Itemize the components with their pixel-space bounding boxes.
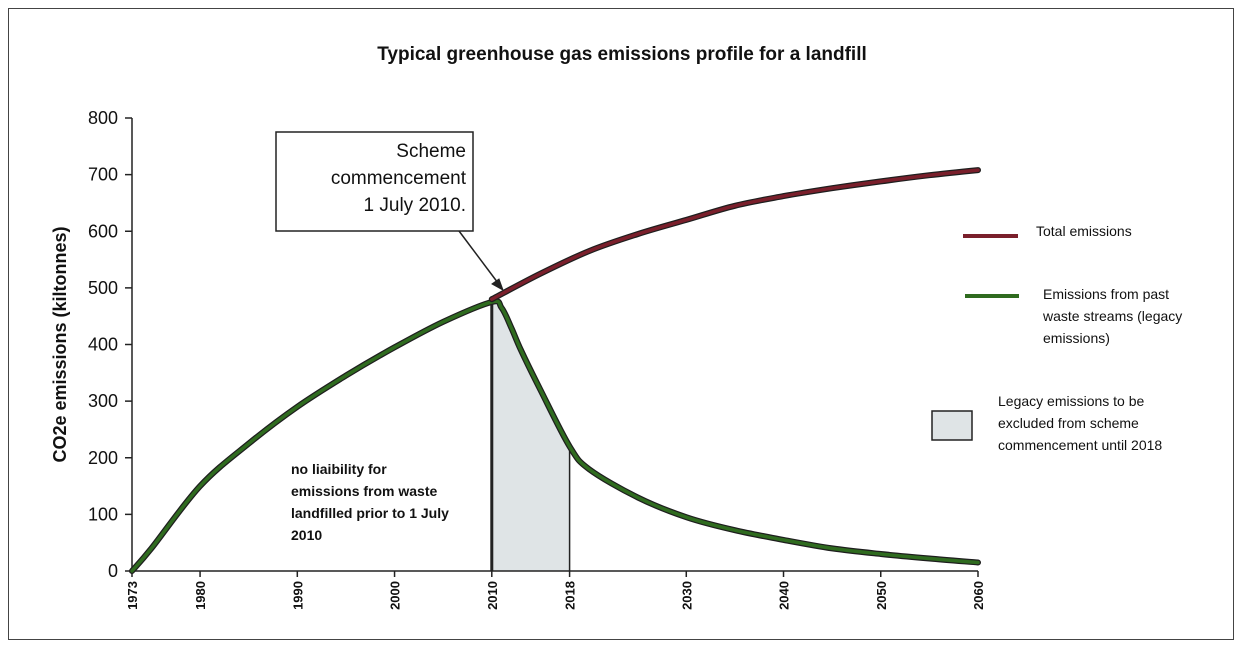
series-line-legacy bbox=[130, 299, 980, 573]
legend-label-total: Total emissions bbox=[1036, 223, 1132, 239]
x-tick-label: 2018 bbox=[563, 581, 578, 610]
legend-label-shaded: excluded from scheme bbox=[998, 415, 1139, 431]
callout-arrow-line bbox=[458, 230, 499, 284]
x-tick-label: 2030 bbox=[679, 581, 694, 610]
legend-label-legacy: Emissions from past bbox=[1043, 286, 1169, 302]
series-line-total bbox=[490, 168, 980, 301]
y-tick-label: 300 bbox=[88, 391, 118, 411]
note-text: 2010 bbox=[291, 527, 322, 543]
y-tick-label: 200 bbox=[88, 448, 118, 468]
x-tick-label: 2000 bbox=[388, 581, 403, 610]
y-tick-label: 600 bbox=[88, 221, 118, 241]
x-tick-label: 2010 bbox=[485, 581, 500, 610]
note-text: landfilled prior to 1 July bbox=[291, 505, 449, 521]
callout-arrow-head bbox=[491, 278, 504, 292]
y-tick-label: 100 bbox=[88, 504, 118, 524]
y-axis-label: CO2e emissions (kiltonnes) bbox=[50, 226, 70, 462]
callout-text: 1 July 2010. bbox=[364, 195, 466, 216]
y-tick-label: 800 bbox=[88, 108, 118, 128]
legend-label-legacy: waste streams (legacy bbox=[1042, 308, 1182, 324]
chart-title: Typical greenhouse gas emissions profile… bbox=[377, 44, 867, 65]
legend-label-shaded: commencement until 2018 bbox=[998, 437, 1162, 453]
y-tick-label: 500 bbox=[88, 278, 118, 298]
y-tick-label: 400 bbox=[88, 335, 118, 355]
note-text: no liaibility for bbox=[291, 461, 387, 477]
x-tick-label: 2060 bbox=[971, 581, 986, 610]
y-tick-label: 0 bbox=[108, 561, 118, 581]
note-text: emissions from waste bbox=[291, 483, 437, 499]
x-tick-label: 1990 bbox=[290, 581, 305, 610]
x-tick-label: 1980 bbox=[193, 581, 208, 610]
chart-frame bbox=[8, 8, 1234, 640]
y-tick-label: 700 bbox=[88, 165, 118, 185]
callout-box bbox=[275, 131, 474, 232]
series-line-shadow bbox=[488, 167, 981, 303]
legend-label-legacy: emissions) bbox=[1043, 330, 1110, 346]
callout-text: Scheme bbox=[396, 141, 466, 162]
shaded-region bbox=[491, 302, 570, 571]
x-tick-label: 1973 bbox=[125, 581, 140, 610]
callout-text: commencement bbox=[331, 168, 467, 189]
legend-swatch-shaded bbox=[931, 410, 973, 441]
x-tick-label: 2050 bbox=[874, 581, 889, 610]
x-tick-label: 2040 bbox=[777, 581, 792, 610]
legend-label-shaded: Legacy emissions to be bbox=[998, 393, 1145, 409]
